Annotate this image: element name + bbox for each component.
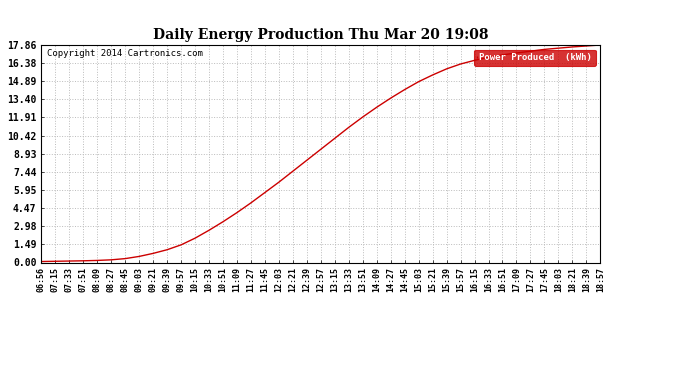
Legend: Power Produced  (kWh): Power Produced (kWh) xyxy=(474,50,595,66)
Title: Daily Energy Production Thu Mar 20 19:08: Daily Energy Production Thu Mar 20 19:08 xyxy=(153,28,489,42)
Text: Copyright 2014 Cartronics.com: Copyright 2014 Cartronics.com xyxy=(47,50,203,58)
